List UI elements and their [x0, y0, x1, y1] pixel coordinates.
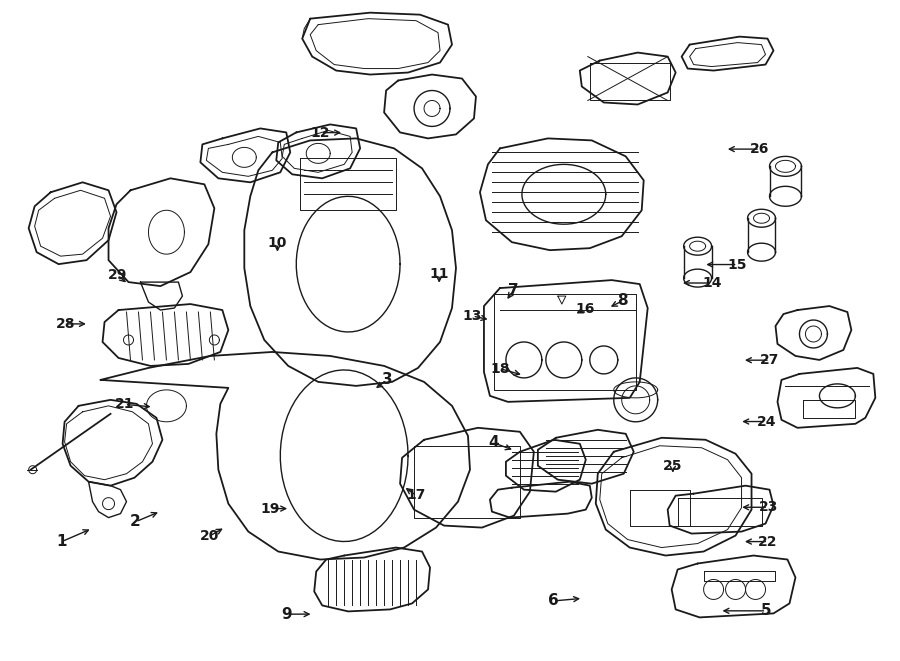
Text: 7: 7: [508, 284, 518, 298]
Text: 20: 20: [200, 529, 219, 543]
Text: 17: 17: [406, 488, 426, 502]
Text: 28: 28: [56, 317, 75, 331]
Text: 9: 9: [281, 607, 292, 621]
Text: 2: 2: [130, 514, 141, 529]
Text: 21: 21: [115, 397, 134, 411]
Text: 10: 10: [268, 237, 287, 251]
Text: 11: 11: [429, 268, 449, 282]
Text: 26: 26: [751, 142, 770, 156]
Text: 15: 15: [728, 258, 747, 272]
Text: 18: 18: [491, 362, 510, 375]
Text: 13: 13: [463, 309, 482, 323]
Text: 5: 5: [761, 603, 771, 618]
Text: 29: 29: [108, 268, 127, 282]
Text: 19: 19: [261, 502, 280, 516]
Text: 16: 16: [575, 302, 595, 317]
Text: 12: 12: [310, 126, 330, 139]
Text: 22: 22: [759, 535, 778, 549]
Text: 25: 25: [663, 459, 682, 473]
Text: 4: 4: [488, 435, 499, 450]
Text: 23: 23: [759, 500, 778, 514]
Text: 14: 14: [703, 276, 722, 290]
Text: 6: 6: [548, 594, 559, 608]
Text: 3: 3: [382, 372, 392, 387]
Text: 1: 1: [57, 534, 68, 549]
Text: 8: 8: [617, 293, 628, 308]
Text: 27: 27: [760, 353, 779, 367]
Text: 24: 24: [757, 414, 776, 428]
